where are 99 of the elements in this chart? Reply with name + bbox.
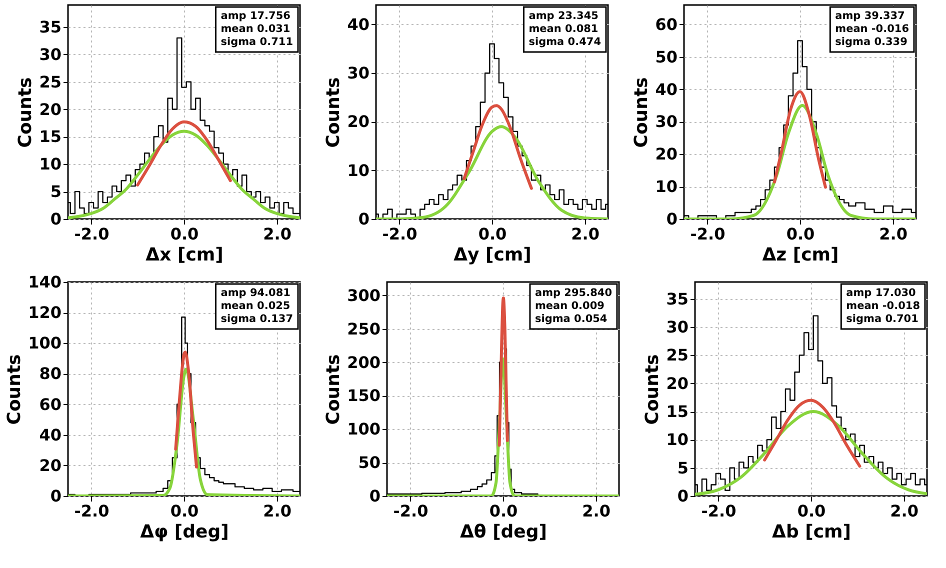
y-tick-label: 5: [50, 182, 62, 202]
annotation: amp 295.840: [534, 287, 612, 299]
annotation: amp 94.081: [220, 287, 290, 299]
annotation: sigma 0.701: [846, 313, 918, 325]
y-axis-title: Counts: [642, 354, 664, 425]
y-tick-label: 80: [39, 364, 62, 384]
annotation: mean -0.016: [835, 23, 910, 35]
y-tick-label: 20: [655, 144, 678, 164]
x-tick-label: -2.0: [382, 224, 418, 244]
x-tick-label: -2.0: [701, 502, 736, 520]
y-tick-label: 0: [50, 210, 62, 228]
annotation: mean -0.018: [846, 300, 920, 312]
line-series: [376, 125, 608, 219]
y-tick-label: 20: [347, 112, 370, 132]
y-tick-label: 35: [39, 17, 62, 36]
x-tick-label: 0.0: [786, 224, 815, 244]
y-tick-label: 40: [39, 425, 62, 444]
annotation: amp 23.345: [528, 10, 598, 22]
y-tick-label: 30: [39, 44, 62, 64]
y-tick-label: 5: [677, 458, 688, 478]
x-tick-label: 0.0: [797, 502, 826, 520]
line-series: [462, 104, 533, 190]
line-series: [498, 296, 509, 447]
y-tick-label: 40: [347, 14, 370, 34]
y-tick-label: 20: [39, 100, 62, 119]
line-series: [174, 350, 198, 468]
x-tick-label: 2.0: [571, 224, 600, 244]
y-tick-label: 0: [666, 210, 678, 228]
x-tick-label: 0.0: [478, 224, 507, 244]
annotation: mean 0.081: [528, 23, 598, 35]
line-series: [695, 410, 927, 496]
x-axis-title: Δφ [deg]: [140, 522, 229, 542]
x-axis-title: Δθ [deg]: [460, 522, 547, 542]
y-tick-label: 0: [358, 210, 370, 228]
y-tick-label: 10: [655, 177, 678, 196]
annotation: mean 0.025: [220, 300, 290, 312]
annotation: amp 17.756: [220, 10, 290, 22]
annotation: sigma 0.711: [220, 36, 294, 48]
y-axis-title: Counts: [323, 77, 344, 148]
y-tick-label: 0: [677, 486, 688, 506]
y-tick-label: 20: [39, 456, 62, 475]
y-tick-label: 300: [347, 286, 380, 305]
y-tick-label: 0: [50, 486, 62, 506]
x-tick-label: 2.0: [582, 502, 610, 520]
x-axis-title: Δx [cm]: [146, 244, 224, 266]
y-tick-label: 15: [39, 127, 62, 146]
y-axis-title: Counts: [15, 77, 36, 148]
y-axis-title: Counts: [323, 354, 344, 425]
y-tick-label: 30: [666, 318, 688, 337]
y-tick-label: 10: [666, 430, 688, 450]
y-tick-label: 250: [347, 319, 380, 338]
x-tick-label: -2.0: [690, 224, 726, 244]
y-tick-label: 50: [358, 453, 380, 472]
y-tick-label: 100: [28, 334, 62, 353]
annotation: mean 0.009: [534, 300, 604, 312]
line-series: [136, 120, 232, 186]
y-tick-label: 25: [39, 72, 62, 92]
y-tick-label: 30: [655, 112, 678, 132]
annotation: sigma 0.137: [220, 313, 294, 325]
x-tick-label: 0.0: [170, 224, 199, 244]
y-tick-label: 60: [39, 394, 62, 414]
y-tick-label: 10: [347, 160, 370, 180]
y-tick-label: 40: [655, 80, 678, 99]
y-tick-label: 35: [666, 289, 688, 308]
annotation: sigma 0.054: [534, 313, 608, 325]
y-axis-title: Counts: [4, 354, 26, 425]
y-tick-label: 60: [655, 14, 678, 34]
annotation: amp 39.337: [835, 10, 905, 22]
y-tick-label: 20: [666, 374, 688, 393]
y-tick-label: 120: [28, 303, 62, 322]
y-tick-label: 200: [347, 352, 380, 372]
x-tick-label: -2.0: [393, 502, 428, 520]
x-axis-title: Δy [cm]: [454, 244, 532, 266]
y-tick-label: 10: [39, 154, 62, 174]
x-tick-label: 0.0: [170, 502, 199, 520]
x-axis-title: Δz [cm]: [762, 244, 839, 266]
y-tick-label: 50: [655, 47, 678, 66]
y-tick-label: 150: [347, 386, 380, 406]
annotation: sigma 0.474: [528, 36, 602, 48]
annotation: mean 0.031: [220, 23, 290, 35]
y-tick-label: 140: [28, 272, 62, 292]
x-tick-label: -2.0: [74, 224, 110, 244]
line-series: [772, 90, 828, 189]
y-tick-label: 30: [347, 64, 370, 83]
x-tick-label: 2.0: [890, 502, 918, 520]
annotation: amp 17.030: [846, 287, 916, 299]
y-tick-label: 100: [347, 420, 380, 439]
x-tick-label: -2.0: [74, 502, 110, 520]
y-tick-label: 0: [369, 486, 380, 506]
x-tick-label: 2.0: [879, 224, 908, 244]
x-tick-label: 2.0: [263, 224, 292, 244]
x-axis-title: Δb [cm]: [772, 522, 851, 542]
x-tick-label: 0.0: [489, 502, 518, 520]
y-tick-label: 25: [666, 346, 688, 365]
y-tick-label: 15: [666, 402, 688, 422]
annotation: sigma 0.339: [835, 36, 908, 48]
x-tick-label: 2.0: [263, 502, 292, 520]
line-series: [763, 398, 862, 468]
y-axis-title: Counts: [631, 77, 652, 148]
